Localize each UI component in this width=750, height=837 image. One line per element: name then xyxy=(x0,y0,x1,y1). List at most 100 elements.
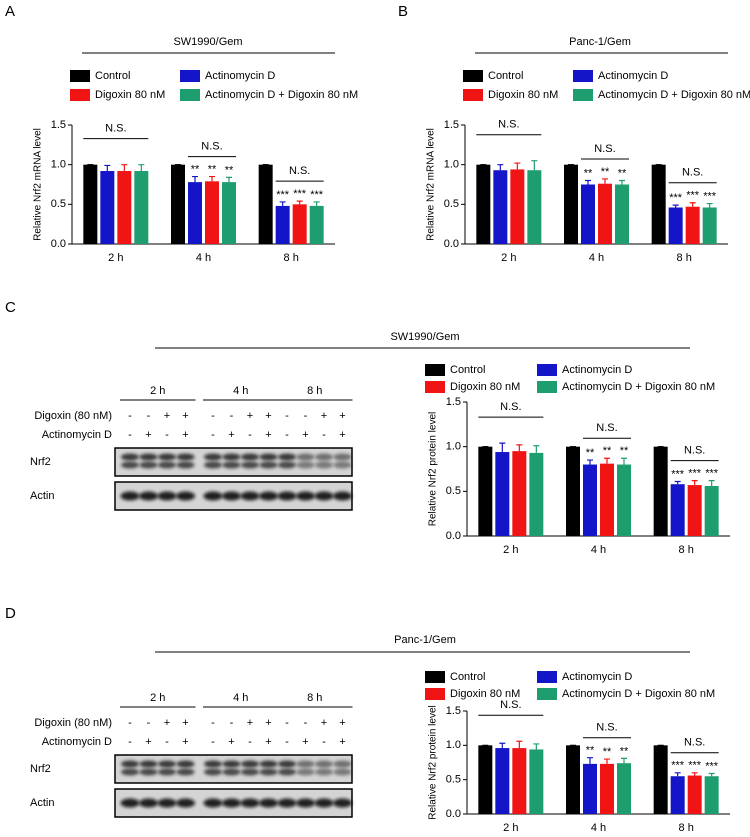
treatment-mark: + xyxy=(228,429,234,441)
legend-swatch xyxy=(537,671,557,683)
bar xyxy=(100,171,115,244)
y-tick-label: 1.0 xyxy=(446,441,461,453)
legend-swatch xyxy=(180,70,200,82)
band xyxy=(241,461,259,469)
legend-swatch xyxy=(537,364,557,376)
band xyxy=(222,798,241,808)
band xyxy=(139,760,158,768)
band xyxy=(158,453,176,461)
bracket-label: N.S. xyxy=(682,167,703,179)
band xyxy=(204,760,222,768)
band xyxy=(176,491,195,501)
legend-swatch xyxy=(180,89,200,101)
treatment-mark: - xyxy=(248,429,252,441)
bar xyxy=(205,181,219,244)
band xyxy=(296,461,315,469)
legend-label: Control xyxy=(488,70,523,82)
treatment-mark: - xyxy=(230,717,234,729)
bracket-label: N.S. xyxy=(596,422,617,434)
bracket-label: N.S. xyxy=(500,699,521,711)
legend-label: Digoxin 80 nM xyxy=(95,89,165,101)
significance-label: ** xyxy=(586,745,595,757)
treatment-mark: - xyxy=(211,410,215,422)
error-bar xyxy=(516,444,523,452)
treatment-mark: + xyxy=(265,717,271,729)
band xyxy=(139,768,158,776)
band xyxy=(203,798,223,808)
band xyxy=(222,760,241,768)
error-bar xyxy=(674,480,681,485)
treatment-mark: + xyxy=(339,736,345,748)
treatment-mark: - xyxy=(322,429,326,441)
y-axis-label: Relative Nrf2 mRNA level xyxy=(426,128,437,241)
treatment-mark: + xyxy=(302,736,308,748)
y-tick-label: 0.5 xyxy=(51,198,66,210)
band xyxy=(240,491,260,501)
bar xyxy=(566,446,580,536)
treatment-mark: + xyxy=(339,410,345,422)
error-bar xyxy=(226,176,232,183)
band xyxy=(241,760,259,768)
y-tick-label: 1.5 xyxy=(444,119,459,131)
error-bar xyxy=(296,200,303,205)
bracket-label: N.S. xyxy=(684,445,705,457)
bar xyxy=(478,446,493,536)
bracket-label: N.S. xyxy=(684,737,705,749)
error-bar xyxy=(621,457,627,465)
bar xyxy=(476,164,491,244)
bracket-label: N.S. xyxy=(500,401,521,413)
bar xyxy=(600,763,614,814)
error-bar xyxy=(621,757,627,764)
band xyxy=(278,760,296,768)
bar xyxy=(188,182,202,244)
bar xyxy=(702,207,717,244)
treatment-mark: + xyxy=(265,736,271,748)
treatment-mark: + xyxy=(145,736,151,748)
bar xyxy=(598,183,612,244)
error-bar xyxy=(691,772,698,776)
treatment-mark: - xyxy=(211,736,215,748)
panel-label: B xyxy=(398,3,408,20)
band xyxy=(333,453,352,461)
bracket-label: N.S. xyxy=(105,123,126,135)
legend-swatch xyxy=(70,70,90,82)
treatment-mark: + xyxy=(182,429,188,441)
band xyxy=(259,768,278,776)
error-bar xyxy=(691,480,698,486)
error-bar xyxy=(708,480,715,486)
bar xyxy=(668,207,683,244)
legend-label: Actinomycin D + Digoxin 80 nM xyxy=(562,381,715,393)
band xyxy=(240,798,260,808)
treatment-mark: + xyxy=(265,410,271,422)
bar xyxy=(617,464,631,536)
treatment-label: Digoxin (80 nM) xyxy=(34,717,112,729)
band xyxy=(296,453,315,461)
error-bar xyxy=(531,160,538,171)
legend-label: Actinomycin D xyxy=(562,364,632,376)
band xyxy=(296,760,315,768)
legend-label: Actinomycin D + Digoxin 80 nM xyxy=(562,688,715,700)
bar xyxy=(529,452,544,536)
band xyxy=(296,491,315,501)
y-tick-label: 1.5 xyxy=(51,119,66,131)
significance-label: ** xyxy=(603,445,612,457)
band xyxy=(139,491,158,501)
error-bar xyxy=(499,742,506,749)
band xyxy=(139,798,158,808)
treatment-mark: - xyxy=(165,736,169,748)
error-bar xyxy=(674,772,681,777)
band xyxy=(277,798,297,808)
bar xyxy=(615,184,629,244)
treatment-mark: - xyxy=(165,429,169,441)
error-bar xyxy=(619,179,625,185)
band xyxy=(203,491,223,501)
x-tick-label: 8 h xyxy=(679,544,694,556)
band xyxy=(315,768,333,776)
legend-label: Actinomycin D xyxy=(562,671,632,683)
treatment-mark: + xyxy=(247,410,253,422)
band xyxy=(158,461,176,469)
band xyxy=(277,491,297,501)
chart-title: Panc-1/Gem xyxy=(394,634,456,646)
bar xyxy=(685,206,700,244)
